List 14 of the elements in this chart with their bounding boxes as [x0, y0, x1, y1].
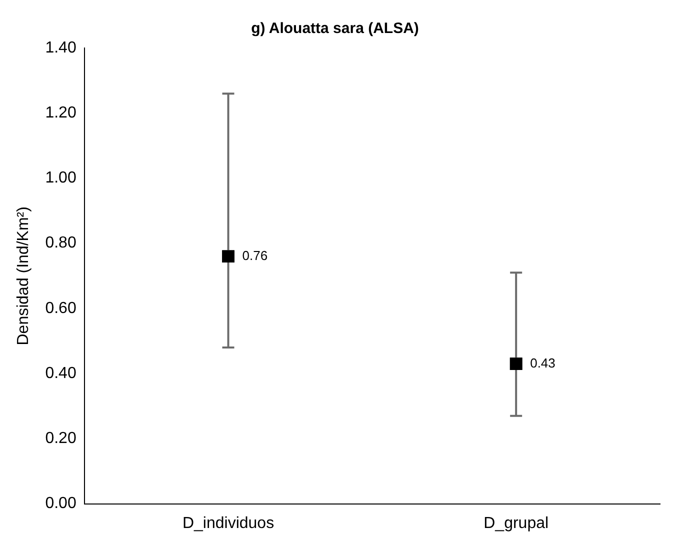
- data-label: 0.76: [242, 248, 268, 263]
- y-tick-label: 0.80: [45, 234, 76, 252]
- data-label: 0.43: [530, 355, 556, 370]
- y-tick-label: 0.00: [45, 495, 76, 512]
- y-tick-label: 1.20: [45, 104, 76, 122]
- y-axis-title: Densidad (Ind/Km²): [15, 206, 32, 346]
- chart-title: g) Alouatta sara (ALSA): [251, 20, 419, 38]
- x-tick-label: D_grupal: [484, 514, 549, 532]
- y-tick-label: 0.20: [45, 430, 76, 448]
- y-tick-label: 1.00: [45, 170, 76, 187]
- y-tick-label: 0.60: [45, 300, 76, 317]
- y-tick-label: 1.40: [45, 39, 76, 56]
- y-tick-label: 0.40: [45, 364, 76, 382]
- x-tick-label: D_individuos: [182, 514, 274, 532]
